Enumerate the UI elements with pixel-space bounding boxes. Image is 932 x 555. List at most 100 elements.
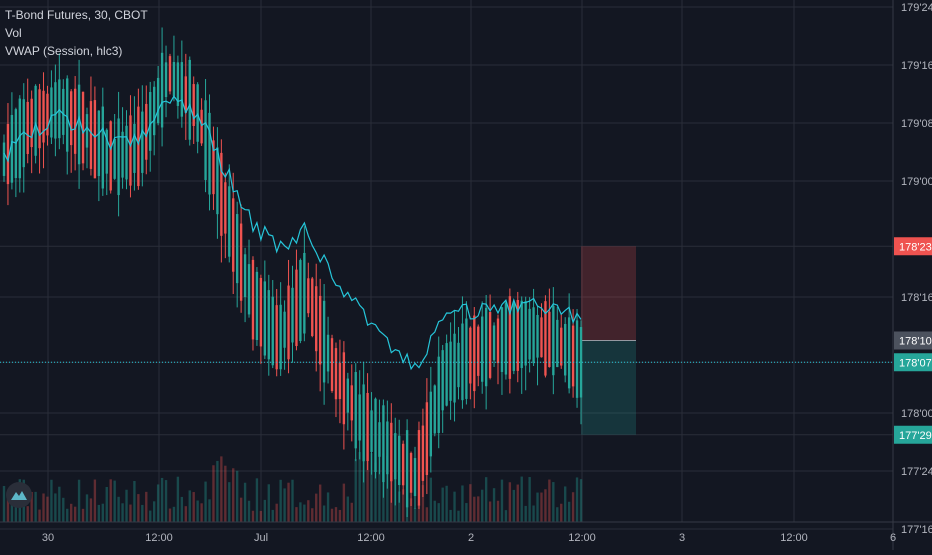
volume-bar: [413, 508, 417, 522]
grid: [0, 0, 894, 530]
volume-bar: [536, 492, 539, 522]
volume-bar: [200, 503, 203, 522]
candle-body: [73, 88, 77, 154]
price-badge-last-price[interactable]: 178'07: [894, 353, 932, 372]
volume-bar: [564, 486, 567, 522]
candle-body: [429, 391, 433, 457]
candle-body: [481, 316, 484, 382]
short-position-tool[interactable]: [581, 246, 636, 435]
time-axis[interactable]: 30 12:00 Jul 12:00 2 12:00 3 12:00 6: [0, 521, 932, 544]
candle-body: [496, 318, 500, 364]
volume-bar: [571, 492, 575, 522]
volume-bar: [560, 503, 563, 522]
candle-body: [540, 317, 543, 358]
candle-body: [382, 405, 385, 483]
price-badge-label: 178'23: [899, 241, 932, 253]
candle-body: [243, 254, 247, 298]
volume-bar: [556, 507, 559, 522]
candle-body: [307, 278, 310, 314]
volume-bar: [235, 470, 239, 522]
volume-bar: [164, 480, 168, 522]
volume-bar: [259, 510, 263, 522]
price-axis[interactable]: 179'24 179'16 179'08 179'00 178'23 178'16 178'…: [892, 0, 932, 550]
volume-bar: [334, 507, 338, 522]
volume-bar: [85, 494, 89, 522]
volume-bar: [575, 477, 579, 522]
volume-bar: [496, 500, 500, 522]
candle-body: [26, 101, 29, 154]
symbol-title[interactable]: T-Bond Futures, 30, CBOT: [5, 8, 148, 22]
vwap-label[interactable]: VWAP (Session, hlc3): [5, 44, 123, 58]
candle-body: [66, 78, 69, 152]
volume-bar: [579, 479, 583, 522]
volume-bar: [516, 484, 519, 522]
volume-bar: [311, 508, 314, 522]
volume-bar: [224, 465, 227, 522]
candle-body: [38, 89, 41, 149]
candle-body: [394, 433, 397, 480]
volume-bar: [567, 501, 571, 522]
volume-bar: [299, 502, 302, 522]
y-tick-label: 178'16: [901, 292, 932, 304]
y-tick-label: 179'24: [901, 2, 932, 14]
candle-body: [295, 269, 298, 347]
candle-body: [342, 352, 346, 425]
candle-body: [271, 296, 274, 366]
x-tick-label: 2: [468, 532, 474, 544]
candle-body: [97, 110, 101, 177]
volume-bar: [30, 491, 33, 522]
volume-bar: [133, 480, 136, 522]
candle-body: [350, 385, 353, 421]
volume-bar: [160, 477, 164, 522]
stop-loss-zone[interactable]: [581, 246, 636, 341]
volume-bar: [512, 489, 516, 522]
volume-bar: [433, 500, 436, 522]
candle-body: [409, 453, 413, 493]
y-tick-label: 177'24: [901, 466, 932, 478]
price-badge-label: 178'07: [899, 357, 932, 369]
volume-bar: [184, 506, 187, 522]
volume-bar: [81, 508, 85, 522]
candle-body: [311, 278, 314, 336]
volume-bar: [69, 503, 73, 522]
volume-bar: [263, 499, 267, 522]
volume-bar: [338, 509, 342, 522]
candle-body: [125, 125, 128, 180]
price-badge-entry[interactable]: 178'10: [894, 331, 932, 350]
tradingview-logo-icon[interactable]: [6, 482, 32, 508]
x-tick-label: 6: [890, 532, 896, 544]
volume-bar: [279, 479, 282, 522]
volume-label[interactable]: Vol: [5, 26, 22, 40]
candle-body: [405, 430, 409, 508]
candle-body: [366, 392, 369, 462]
candle-body: [129, 115, 132, 186]
y-tick-label: 177'16: [901, 524, 932, 536]
volume-bar: [42, 493, 45, 522]
volume-bar: [366, 439, 369, 522]
volume-bar: [149, 510, 152, 522]
take-profit-zone[interactable]: [581, 340, 636, 435]
volume-bar: [145, 491, 148, 522]
candle-body: [105, 129, 108, 174]
candle-body: [445, 343, 448, 406]
candle-body: [145, 103, 148, 160]
volume-bar: [445, 485, 448, 522]
price-badge-bg: [894, 425, 932, 444]
volume-bar: [544, 489, 547, 522]
candle-body: [532, 307, 535, 364]
candle-body: [54, 82, 57, 139]
volume-bar: [271, 509, 274, 522]
candle-body: [520, 300, 523, 369]
vwap-line: [3, 94, 582, 371]
x-tick-label: 12:00: [357, 532, 385, 544]
candle-body: [575, 320, 579, 398]
volume-bar: [350, 502, 353, 522]
volume-bar: [378, 439, 381, 522]
price-badge-take-profit[interactable]: 177'29: [894, 425, 932, 444]
price-badge-stop-loss[interactable]: 178'23: [894, 237, 932, 256]
volume-bar: [318, 484, 322, 522]
volume-bar: [204, 481, 207, 522]
candle-body: [58, 79, 61, 139]
